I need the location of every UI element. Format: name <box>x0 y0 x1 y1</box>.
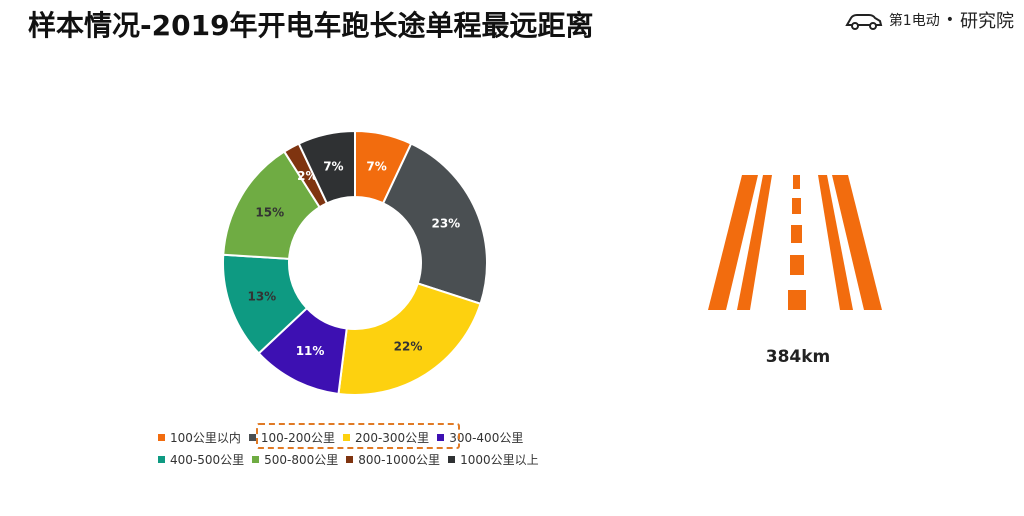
legend-swatch <box>248 433 256 441</box>
slice-data-label: 11% <box>296 344 325 358</box>
legend-label: 100公里以内 <box>170 430 241 445</box>
slice-data-label: 23% <box>431 217 460 231</box>
legend-label: 100-200公里 <box>260 430 336 445</box>
road-center-dash <box>793 175 800 189</box>
slice-data-label: 22% <box>394 340 423 354</box>
donut-chart: 7%23%22%11%13%15%2%7% <box>222 129 488 396</box>
legend-label: 500-800公里 <box>264 452 339 467</box>
brand-dot: • <box>945 12 954 28</box>
road-left-inner-lane <box>737 175 772 310</box>
road-center-dash <box>791 225 802 243</box>
legend-swatch <box>158 455 165 463</box>
legend-item[interactable]: 200-300公里 <box>343 429 429 446</box>
legend-row: 100公里以内 100-200公里 200-300公里 300-400公里 <box>158 426 578 448</box>
donut-slice[interactable] <box>381 142 488 306</box>
road-right-inner-lane <box>818 175 853 310</box>
legend-swatch <box>343 433 351 441</box>
road-left-outer-lane <box>708 175 758 310</box>
legend-item[interactable]: 300-400公里 <box>437 429 523 446</box>
distance-value: 384km <box>765 347 831 367</box>
legend-swatch <box>158 433 165 441</box>
brand-subtitle: 研究院 <box>960 11 1014 32</box>
road-center-dash <box>790 255 804 275</box>
legend-item[interactable]: 100公里以内 <box>158 429 241 446</box>
legend-label: 300-400公里 <box>449 430 524 445</box>
donut-slice[interactable] <box>297 129 356 205</box>
legend-item[interactable]: 100-200公里 <box>248 429 336 446</box>
legend-label: 800-1000公里 <box>358 452 441 467</box>
legend-swatch <box>448 455 456 463</box>
legend-item[interactable]: 400-500公里 <box>158 451 244 468</box>
legend-swatch <box>346 455 354 463</box>
legend-item[interactable]: 1000公里以上 <box>448 451 539 468</box>
legend-swatch <box>252 455 260 463</box>
legend-label: 1000公里以上 <box>460 452 539 467</box>
slice-data-label: 13% <box>247 290 276 304</box>
slice-data-label: 7% <box>366 159 386 173</box>
slice-data-label: 15% <box>255 206 284 220</box>
legend-swatch <box>437 433 445 441</box>
brand-name: 第1电动 <box>888 13 940 29</box>
legend-label: 200-300公里 <box>355 430 430 445</box>
slice-data-label: 7% <box>323 159 343 173</box>
road-right-outer-lane <box>832 175 882 310</box>
legend-label: 400-500公里 <box>170 452 245 467</box>
road-icon <box>708 175 882 310</box>
chart-legend: 100公里以内 100-200公里 200-300公里 300-400公里 40… <box>158 426 578 470</box>
page-title: 样本情况-2019年开电车跑长途单程最远距离 <box>28 9 594 42</box>
legend-row: 400-500公里 500-800公里 800-1000公里 1000公里以上 <box>158 448 578 470</box>
legend-item[interactable]: 500-800公里 <box>252 451 338 468</box>
donut-slice[interactable] <box>337 282 482 396</box>
legend-item[interactable]: 800-1000公里 <box>346 451 440 468</box>
car-logo-icon <box>845 14 883 30</box>
road-center-dash <box>788 290 806 310</box>
road-center-dash <box>792 198 801 214</box>
brand-logo: 第1电动 • 研究院 <box>845 6 1014 34</box>
